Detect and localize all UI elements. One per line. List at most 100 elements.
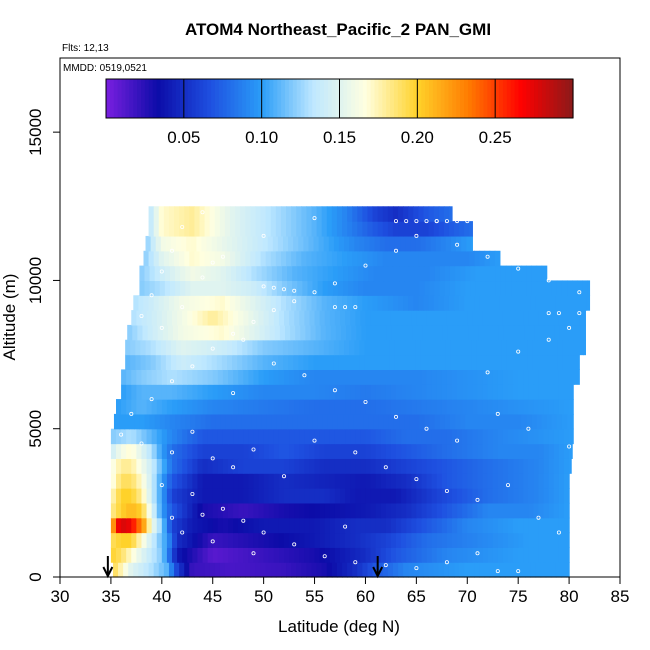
heatmap-cell xyxy=(523,443,529,459)
heatmap-cell xyxy=(238,532,244,548)
heatmap-cell xyxy=(297,265,303,282)
heatmap-cell xyxy=(365,428,372,445)
heatmap-cell xyxy=(403,221,409,237)
heatmap-cell xyxy=(238,369,244,385)
heatmap-cell xyxy=(110,473,117,489)
heatmap-cell xyxy=(121,369,127,385)
heatmap-cell xyxy=(278,458,285,474)
colorbar-segment xyxy=(230,79,236,118)
heatmap-cell xyxy=(146,458,153,474)
heatmap-cell xyxy=(158,221,165,237)
heatmap-cell xyxy=(193,324,200,341)
heatmap-cell xyxy=(423,295,430,311)
heatmap-cell xyxy=(192,488,199,504)
heatmap-cell xyxy=(497,443,504,459)
heatmap-cell xyxy=(481,339,488,356)
heatmap-cell xyxy=(553,369,560,385)
heatmap-cell xyxy=(112,562,119,578)
heatmap-cell xyxy=(232,235,238,252)
observation-point xyxy=(505,483,510,488)
heatmap-cell xyxy=(499,562,506,578)
heatmap-cell xyxy=(333,339,340,356)
heatmap-cell xyxy=(340,517,346,534)
heatmap-cell xyxy=(324,473,331,489)
heatmap-cell xyxy=(440,354,447,370)
heatmap-cell xyxy=(248,399,255,415)
heatmap-cell xyxy=(162,324,169,341)
heatmap-cell xyxy=(151,428,158,445)
heatmap-cell xyxy=(342,206,348,222)
heatmap-cell xyxy=(515,295,521,311)
heatmap-cell xyxy=(355,310,361,326)
heatmap-cell xyxy=(116,473,122,489)
heatmap-cell xyxy=(548,428,555,445)
heatmap-cell xyxy=(501,354,508,370)
heatmap-cell xyxy=(151,517,158,534)
heatmap-cell xyxy=(426,399,433,415)
heatmap-cell xyxy=(169,265,176,282)
heatmap-cell xyxy=(298,235,304,252)
heatmap-cell xyxy=(284,399,290,415)
heatmap-cell xyxy=(280,562,287,578)
heatmap-cell xyxy=(348,265,354,282)
observation-point xyxy=(210,539,215,544)
heatmap-cell xyxy=(477,369,484,385)
heatmap-cell xyxy=(521,265,527,282)
heatmap-cell xyxy=(278,517,285,534)
heatmap-cell xyxy=(404,265,410,282)
heatmap-cell xyxy=(347,295,353,311)
heatmap-cell xyxy=(446,458,453,474)
heatmap-cell xyxy=(426,473,433,489)
heatmap-cell xyxy=(316,250,323,267)
heatmap-cell xyxy=(200,280,207,296)
heatmap-cell xyxy=(161,384,168,400)
heatmap-cell xyxy=(275,250,282,267)
heatmap-cell xyxy=(262,235,269,252)
heatmap-cell xyxy=(263,458,270,474)
heatmap-cell xyxy=(174,295,180,311)
heatmap-cell xyxy=(494,295,501,311)
heatmap-cell xyxy=(342,221,348,237)
heatmap-cell xyxy=(518,443,524,459)
heatmap-cell xyxy=(558,369,565,385)
heatmap-cell xyxy=(214,562,221,578)
heatmap-cell xyxy=(116,517,122,534)
heatmap-cell xyxy=(294,399,300,415)
heatmap-cell xyxy=(329,443,336,459)
heatmap-cell xyxy=(396,517,402,534)
heatmap-cell xyxy=(324,443,331,459)
heatmap-cell xyxy=(151,369,158,385)
heatmap-cell xyxy=(424,280,431,296)
heatmap-cell xyxy=(456,339,462,356)
heatmap-cell xyxy=(482,517,489,534)
heatmap-cell xyxy=(518,532,524,548)
heatmap-cell xyxy=(525,295,531,311)
heatmap-cell xyxy=(523,532,529,548)
heatmap-cell xyxy=(408,250,414,267)
heatmap-cell xyxy=(436,547,443,563)
heatmap-cell xyxy=(526,265,533,282)
heatmap-cell xyxy=(370,369,377,385)
heatmap-cell xyxy=(131,473,137,489)
heatmap-cell xyxy=(192,443,199,459)
heatmap-cell xyxy=(141,384,148,400)
heatmap-cell xyxy=(214,295,221,311)
heatmap-cell xyxy=(446,532,453,548)
heatmap-cell xyxy=(248,488,255,504)
heatmap-cell xyxy=(302,265,309,282)
heatmap-cell xyxy=(523,369,529,385)
heatmap-cell xyxy=(416,502,423,519)
heatmap-cell xyxy=(543,310,550,326)
heatmap-cell xyxy=(212,532,219,548)
heatmap-cell xyxy=(569,443,573,459)
heatmap-cell xyxy=(478,324,485,341)
colorbar-segment xyxy=(565,79,570,118)
heatmap-cell xyxy=(543,428,550,445)
heatmap-cell xyxy=(164,280,171,296)
heatmap-cell xyxy=(380,488,387,504)
heatmap-cell xyxy=(258,502,265,519)
heatmap-cell xyxy=(465,280,471,296)
heatmap-cell xyxy=(194,250,201,267)
heatmap-cell xyxy=(456,354,462,370)
heatmap-cell xyxy=(375,458,382,474)
